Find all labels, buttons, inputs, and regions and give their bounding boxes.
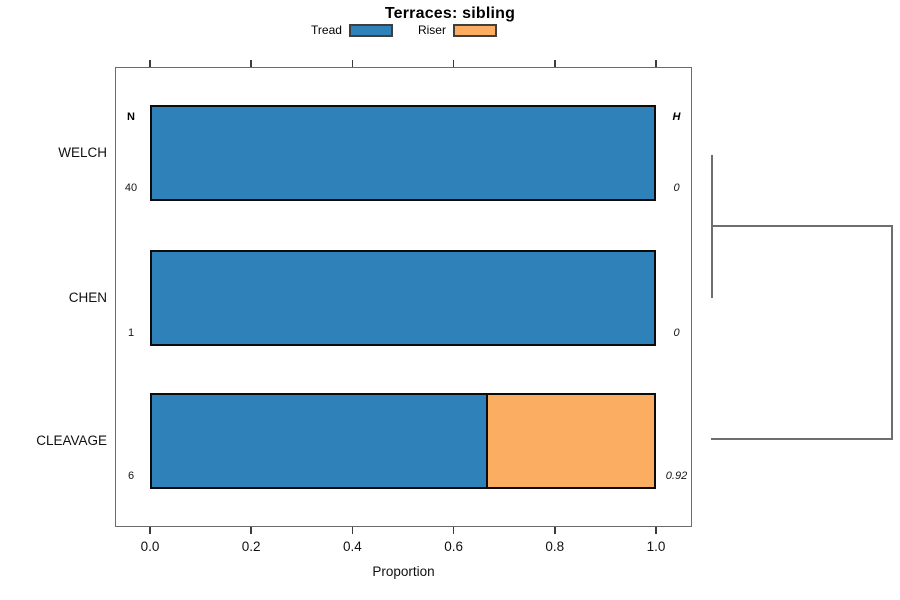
bar-segment-tread	[152, 252, 654, 344]
n-value-chen: 1	[127, 327, 135, 339]
x-axis-tick-top	[452, 60, 455, 67]
h-value-welch: 0	[673, 182, 680, 194]
bar-segment-riser	[485, 395, 654, 487]
bar-row-cleavage	[150, 393, 656, 489]
x-axis-tick-bottom	[149, 527, 151, 534]
x-axis-tick-label: 0.6	[444, 539, 463, 554]
x-axis-tick-bottom	[655, 527, 657, 534]
x-axis-tick-top	[149, 60, 151, 67]
category-label-welch: WELCH	[58, 145, 107, 160]
legend-swatch-tread	[348, 23, 393, 37]
chart-title: Terraces: sibling	[384, 5, 516, 22]
x-axis-label: Proportion	[372, 564, 435, 579]
h-value-chen: 0	[673, 327, 680, 339]
x-axis-tick-label: 0.2	[241, 539, 261, 554]
dendrogram-branch-root	[891, 225, 893, 440]
dendrogram-connector-top	[711, 225, 893, 227]
bar-row-chen	[150, 250, 656, 346]
legend: Tread Riser	[154, 23, 654, 37]
x-axis-tick-label: 0.0	[140, 539, 160, 554]
x-axis-tick-bottom	[554, 527, 556, 534]
bar-segment-tread	[152, 395, 486, 487]
plot-area-border	[115, 67, 692, 527]
x-axis-tick-bottom	[452, 527, 455, 534]
category-label-chen: CHEN	[68, 290, 107, 305]
n-value-cleavage: 6	[127, 470, 135, 482]
x-axis-tick-top	[351, 60, 354, 67]
n-value-welch: 40	[124, 182, 138, 194]
legend-item-tread: Tread	[311, 23, 393, 37]
legend-label-tread: Tread	[311, 23, 342, 37]
x-axis-tick-top	[655, 60, 657, 67]
legend-swatch-riser	[452, 23, 497, 37]
x-axis-tick-label: 0.8	[545, 539, 565, 554]
bar-row-welch	[150, 105, 656, 201]
bar-segment-tread	[152, 107, 654, 199]
legend-label-riser: Riser	[417, 23, 446, 37]
category-label-cleavage: CLEAVAGE	[36, 433, 107, 448]
x-axis-tick-label: 0.4	[343, 539, 362, 554]
x-axis-tick-top	[554, 60, 556, 67]
h-value-cleavage: 0.92	[665, 470, 688, 482]
dendrogram-leaf-cleavage	[711, 438, 893, 440]
n-column-header: N	[127, 111, 135, 123]
legend-item-riser: Riser	[418, 23, 497, 37]
x-axis-tick-bottom	[351, 527, 354, 534]
x-axis-tick-top	[250, 60, 252, 67]
x-axis-tick-bottom	[250, 527, 252, 534]
h-column-header: H	[672, 111, 681, 123]
x-axis-tick-label: 1.0	[646, 539, 666, 554]
